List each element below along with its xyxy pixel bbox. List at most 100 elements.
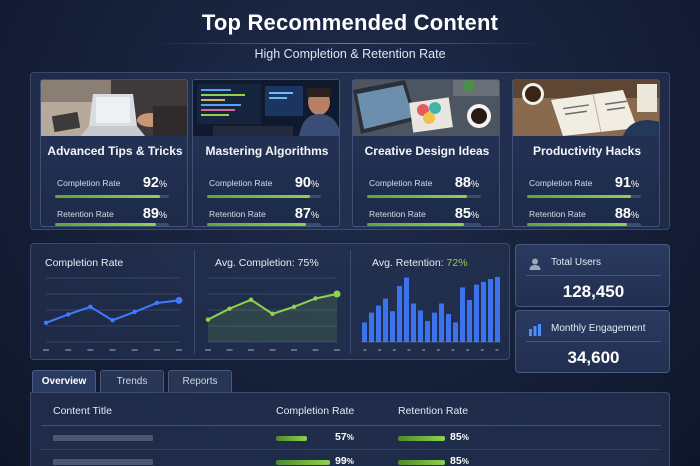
- tab-reports[interactable]: Reports: [168, 370, 232, 392]
- completion-rate-cell: 57%: [335, 431, 354, 443]
- bar: [417, 310, 424, 342]
- retention-rate-label: Retention Rate: [57, 209, 114, 219]
- title-divider: [150, 43, 550, 44]
- retention-rate-cell: 85%: [450, 455, 469, 466]
- bar: [459, 287, 466, 342]
- avg-retention-chart[interactable]: Avg. Retention: 72%: [351, 244, 511, 361]
- retention-progress-bar: [367, 223, 481, 226]
- completion-rate-cell: 99%: [335, 455, 354, 466]
- x-tick-mark: [451, 349, 455, 351]
- total-users-value: 128,450: [562, 282, 625, 301]
- data-point: [270, 311, 275, 317]
- bar: [403, 277, 410, 342]
- x-tick-mark: [407, 349, 411, 351]
- x-tick-mark: [334, 349, 340, 351]
- x-tick-mark: [466, 349, 470, 351]
- avg-completion-area-chart-svg: [205, 277, 341, 351]
- charts-panel: Completion Rate Avg. Completion: 75% Avg…: [30, 243, 510, 360]
- card-image-design-desk: [353, 80, 499, 136]
- completion-rate-bar: [276, 460, 331, 465]
- data-point: [175, 296, 183, 304]
- completion-rate-label: Completion Rate: [209, 178, 273, 188]
- content-card-productivity-hacks[interactable]: Productivity Hacks Completion Rate 91% R…: [512, 79, 660, 227]
- bar: [445, 314, 452, 342]
- monthly-engagement-card[interactable]: Monthly Engagement 34,600: [515, 310, 670, 373]
- retention-rate-value: 89%: [142, 206, 167, 222]
- total-users-card[interactable]: Total Users 128,450: [515, 244, 670, 307]
- bar: [466, 300, 473, 342]
- x-tick-mark: [269, 349, 276, 351]
- page-subtitle: High Completion & Retention Rate: [254, 47, 446, 61]
- data-point: [154, 300, 160, 306]
- completion-progress-bar: [55, 195, 169, 198]
- retention-rate-value: 85%: [454, 206, 479, 222]
- stat-divider: [526, 275, 661, 276]
- data-point: [291, 304, 297, 309]
- column-header-completion-rate[interactable]: Completion Rate: [276, 405, 355, 417]
- x-tick-mark: [226, 349, 233, 351]
- card-title: Mastering Algorithms: [205, 144, 329, 158]
- data-point: [88, 304, 93, 309]
- x-tick-mark: [248, 349, 254, 351]
- content-card-advanced-tips[interactable]: Advanced Tips & Tricks Completion Rate 9…: [40, 79, 188, 227]
- x-tick-mark: [312, 349, 319, 351]
- x-tick-mark: [436, 349, 440, 351]
- data-point: [313, 296, 318, 301]
- completion-rate-label: Completion Rate: [529, 178, 593, 188]
- x-tick-mark: [422, 349, 426, 351]
- content-card-mastering-algorithms[interactable]: Mastering Algorithms Completion Rate 90%…: [192, 79, 340, 227]
- completion-rate-value: 92%: [142, 175, 167, 191]
- retention-rate-bar: [398, 436, 445, 441]
- x-tick-mark: [291, 349, 297, 351]
- content-card-creative-design[interactable]: Creative Design Ideas Completion Rate 88…: [352, 79, 500, 227]
- x-tick-mark: [392, 349, 396, 351]
- avg-completion-chart[interactable]: Avg. Completion: 75%: [195, 244, 350, 361]
- bar: [487, 279, 494, 342]
- retention-rate-label: Retention Rate: [529, 209, 586, 219]
- chart-divider: [194, 250, 195, 354]
- bar: [424, 321, 431, 342]
- retention-rate-label: Retention Rate: [369, 209, 426, 219]
- card-title: Advanced Tips & Tricks: [47, 144, 183, 158]
- card-title: Productivity Hacks: [532, 144, 642, 158]
- data-point: [333, 290, 341, 298]
- stat-label: Monthly Engagement: [551, 323, 646, 334]
- column-header-retention-rate[interactable]: Retention Rate: [398, 405, 469, 417]
- x-tick-mark: [495, 349, 499, 351]
- bar: [452, 322, 459, 342]
- completion-rate-chart[interactable]: Completion Rate: [31, 244, 191, 361]
- card-image-writing-notebook: [513, 80, 659, 136]
- x-tick-mark: [153, 349, 160, 351]
- tab-trends[interactable]: Trends: [100, 370, 164, 392]
- completion-rate-label: Completion Rate: [57, 178, 121, 188]
- content-title-placeholder: [53, 435, 153, 441]
- x-tick-mark: [378, 349, 382, 351]
- chart-title: Avg. Retention: 72%: [372, 257, 468, 269]
- retention-progress-bar: [55, 223, 169, 226]
- bar: [361, 322, 368, 342]
- x-tick-mark: [131, 349, 138, 351]
- chart-title: Avg. Completion: 75%: [215, 257, 319, 269]
- chart-title: Completion Rate: [45, 257, 124, 269]
- recommended-cards-panel: Advanced Tips & Tricks Completion Rate 9…: [30, 72, 670, 230]
- retention-rate-label: Retention Rate: [209, 209, 266, 219]
- stat-divider: [526, 341, 661, 342]
- area-fill: [208, 294, 337, 342]
- tab-overview[interactable]: Overview: [32, 370, 96, 392]
- completion-rate-value: 88%: [454, 175, 479, 191]
- bar: [431, 312, 438, 342]
- data-point: [110, 318, 115, 323]
- completion-rate-value: 91%: [614, 175, 639, 191]
- user-icon: [529, 258, 541, 270]
- bar: [389, 311, 396, 342]
- table-row-divider: [41, 449, 661, 450]
- x-tick-mark: [109, 349, 116, 351]
- column-header-content-title[interactable]: Content Title: [53, 405, 112, 417]
- completion-rate-value: 90%: [294, 175, 319, 191]
- x-tick-mark: [87, 349, 94, 351]
- data-point: [65, 312, 71, 317]
- x-tick-mark: [176, 349, 182, 351]
- data-point: [43, 320, 49, 325]
- completion-progress-bar: [527, 195, 641, 198]
- completion-rate-label: Completion Rate: [369, 178, 433, 188]
